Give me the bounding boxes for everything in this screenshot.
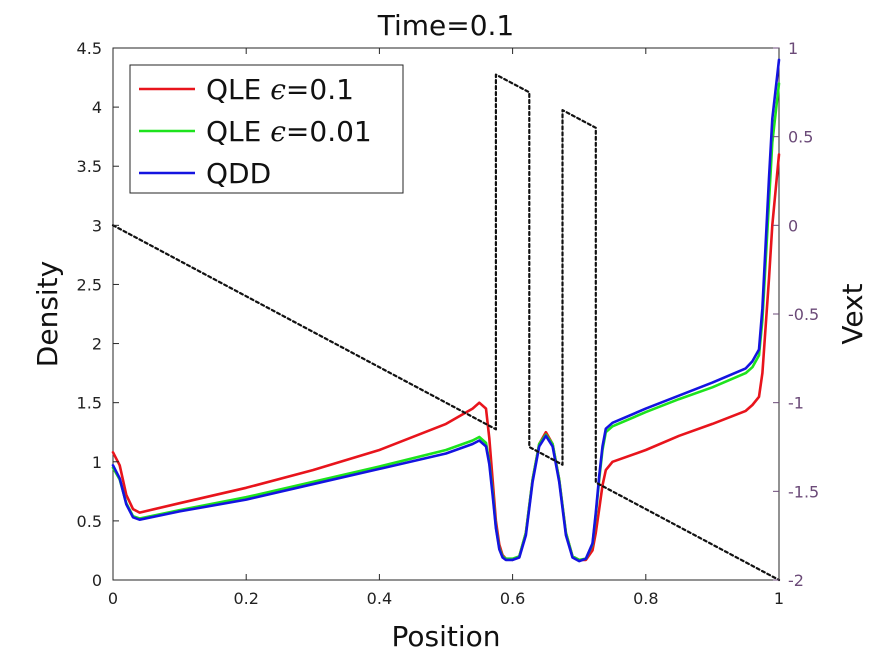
y-right-tick-label: -1 [788,394,804,413]
y-tick-label: 4.5 [77,39,102,58]
x-tick-label: 0.4 [367,589,392,608]
legend-label-prefix: QLE [206,73,270,106]
y-tick-label: 2.5 [77,275,102,294]
chart-title: Time=0.1 [377,9,515,42]
ticks-layer: 0 0.2 0.4 0.6 0.8 1 0 0.5 1 1.5 2 2.5 3 3.5 4 4.5 -2 -1.5… [77,39,820,608]
y-tick-label: 1.5 [77,394,102,413]
y-axis-title: Density [31,261,64,367]
legend-label-suffix: =0.01 [286,115,372,148]
legend-label-symbol: ϵ [270,115,286,148]
y-tick-label: 4 [92,98,102,117]
x-tick-label: 0.6 [500,589,525,608]
y-axis-right-title: Vext [836,283,869,344]
x-tick-label: 0.8 [633,589,658,608]
series-line-vext [111,73,781,582]
legend-label: QDD [206,157,271,190]
y-right-tick-label: -1.5 [788,482,819,501]
series-line-2 [111,58,781,563]
y-tick-label: 0 [92,571,102,590]
y-tick-label: 3 [92,216,102,235]
x-tick-label: 0.2 [233,589,258,608]
legend-label: QLE ϵ=0.01 [206,115,372,148]
legend-label: QLE ϵ=0.1 [206,73,354,106]
legend-label-prefix: QDD [206,157,271,190]
legend-label-symbol: ϵ [270,73,286,106]
y-tick-label: 2 [92,335,102,354]
legend-label-suffix: =0.1 [286,73,354,106]
x-tick-label: 1 [774,589,784,608]
legend-box [129,64,404,194]
x-axis-title: Position [391,620,500,653]
y-right-tick-label: -0.5 [788,305,819,324]
y-tick-label: 3.5 [77,157,102,176]
y-right-tick-label: -2 [788,571,804,590]
y-tick-label: 1 [92,453,102,472]
y-right-tick-label: 0.5 [788,128,813,147]
series-layer [111,58,781,582]
y-tick-label: 0.5 [77,512,102,531]
y-right-tick-label: 0 [788,216,798,235]
y-right-tick-label: 1 [788,39,798,58]
legend-label-prefix: QLE [206,115,270,148]
x-tick-label: 0 [108,589,118,608]
